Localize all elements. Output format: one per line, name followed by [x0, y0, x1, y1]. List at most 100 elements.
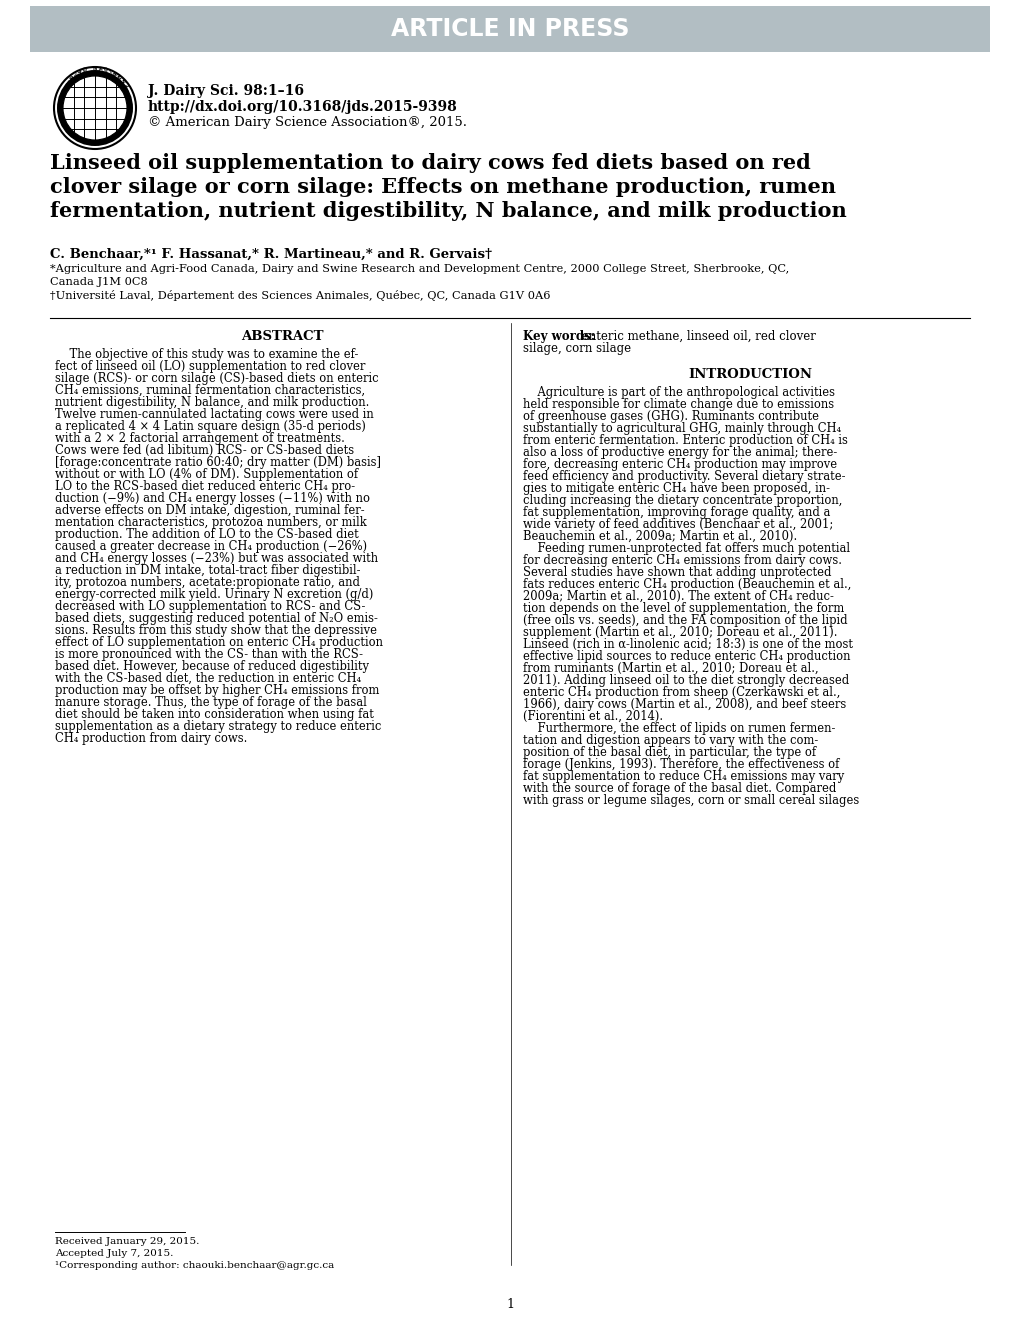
Text: with grass or legume silages, corn or small cereal silages: with grass or legume silages, corn or sm… [523, 795, 858, 807]
Text: substantially to agricultural GHG, mainly through CH₄: substantially to agricultural GHG, mainl… [523, 422, 841, 436]
Text: wide variety of feed additives (Benchaar et al., 2001;: wide variety of feed additives (Benchaar… [523, 517, 833, 531]
Text: R: R [67, 75, 73, 82]
Text: A: A [124, 83, 130, 90]
Text: tion depends on the level of supplementation, the form: tion depends on the level of supplementa… [523, 602, 844, 615]
Text: a reduction in DM intake, total-tract fiber digestibil-: a reduction in DM intake, total-tract fi… [55, 564, 360, 577]
Text: for decreasing enteric CH₄ emissions from dairy cows.: for decreasing enteric CH₄ emissions fro… [523, 554, 841, 568]
Text: Cows were fed (ad libitum) RCS- or CS-based diets: Cows were fed (ad libitum) RCS- or CS-ba… [55, 444, 354, 457]
Text: position of the basal diet, in particular, the type of: position of the basal diet, in particula… [523, 746, 815, 759]
Text: production may be offset by higher CH₄ emissions from: production may be offset by higher CH₄ e… [55, 684, 379, 697]
Text: and CH₄ energy losses (−23%) but was associated with: and CH₄ energy losses (−23%) but was ass… [55, 552, 378, 565]
Text: silage (RCS)- or corn silage (CS)-based diets on enteric: silage (RCS)- or corn silage (CS)-based … [55, 372, 378, 385]
Text: of greenhouse gases (GHG). Ruminants contribute: of greenhouse gases (GHG). Ruminants con… [523, 411, 818, 422]
Text: without or with LO (4% of DM). Supplementation of: without or with LO (4% of DM). Supplemen… [55, 469, 358, 480]
Text: from ruminants (Martin et al., 2010; Doreau et al.,: from ruminants (Martin et al., 2010; Dor… [523, 663, 818, 675]
Text: fat supplementation to reduce CH₄ emissions may vary: fat supplementation to reduce CH₄ emissi… [523, 770, 844, 783]
Text: Beauchemin et al., 2009a; Martin et al., 2010).: Beauchemin et al., 2009a; Martin et al.,… [523, 531, 797, 543]
Text: enteric CH₄ production from sheep (Czerkawski et al.,: enteric CH₄ production from sheep (Czerk… [523, 686, 840, 700]
Text: A: A [76, 70, 82, 75]
Text: Feeding rumen-unprotected fat offers much potential: Feeding rumen-unprotected fat offers muc… [523, 543, 849, 554]
Text: tation and digestion appears to vary with the com-: tation and digestion appears to vary wit… [523, 734, 817, 747]
Text: J. Dairy Sci. 98:1–16: J. Dairy Sci. 98:1–16 [148, 84, 304, 98]
Text: D: D [82, 67, 87, 74]
Bar [30, 7, 989, 51]
Text: production. The addition of LO to the CS-based diet: production. The addition of LO to the CS… [55, 528, 359, 541]
Text: Twelve rumen-cannulated lactating cows were used in: Twelve rumen-cannulated lactating cows w… [55, 408, 373, 421]
Text: Key words:: Key words: [523, 330, 594, 343]
Text: ABSTRACT: ABSTRACT [242, 330, 323, 343]
Text: R: R [113, 71, 118, 78]
Text: Canada J1M 0C8: Canada J1M 0C8 [50, 277, 148, 286]
Text: is more pronounced with the CS- than with the RCS-: is more pronounced with the CS- than wit… [55, 648, 363, 661]
Text: Accepted July 7, 2015.: Accepted July 7, 2015. [55, 1249, 173, 1258]
Text: fore, decreasing enteric CH₄ production may improve: fore, decreasing enteric CH₄ production … [523, 458, 837, 471]
Text: supplement (Martin et al., 2010; Doreau et al., 2011).: supplement (Martin et al., 2010; Doreau … [523, 626, 837, 639]
Text: based diet. However, because of reduced digestibility: based diet. However, because of reduced … [55, 660, 369, 673]
Text: sions. Results from this study show that the depressive: sions. Results from this study show that… [55, 624, 377, 638]
Text: N: N [93, 66, 97, 71]
Text: adverse effects on DM intake, digestion, ruminal fer-: adverse effects on DM intake, digestion,… [55, 504, 364, 517]
Text: 1: 1 [505, 1298, 514, 1311]
Text: from enteric fermentation. Enteric production of CH₄ is: from enteric fermentation. Enteric produ… [523, 434, 847, 447]
Text: with a 2 × 2 factorial arrangement of treatments.: with a 2 × 2 factorial arrangement of tr… [55, 432, 344, 445]
Text: ARTICLE IN PRESS: ARTICLE IN PRESS [390, 17, 629, 41]
Text: held responsible for climate change due to emissions: held responsible for climate change due … [523, 399, 834, 411]
Text: caused a greater decrease in CH₄ production (−26%): caused a greater decrease in CH₄ product… [55, 540, 367, 553]
Text: Agriculture is part of the anthropological activities: Agriculture is part of the anthropologic… [523, 385, 835, 399]
Text: C. Benchaar,*¹ F. Hassanat,* R. Martineau,* and R. Gervais†: C. Benchaar,*¹ F. Hassanat,* R. Martinea… [50, 248, 491, 261]
Text: Linseed (rich in α-linolenic acid; 18:3) is one of the most: Linseed (rich in α-linolenic acid; 18:3)… [523, 638, 852, 651]
Text: effective lipid sources to reduce enteric CH₄ production: effective lipid sources to reduce enteri… [523, 649, 850, 663]
Text: I: I [109, 70, 113, 75]
Text: *Agriculture and Agri-Food Canada, Dairy and Swine Research and Development Cent: *Agriculture and Agri-Food Canada, Dairy… [50, 264, 789, 275]
Text: I: I [72, 73, 76, 78]
Text: manure storage. Thus, the type of forage of the basal: manure storage. Thus, the type of forage… [55, 696, 367, 709]
Text: INTRODUCTION: INTRODUCTION [688, 368, 812, 381]
Text: ¹Corresponding author: chaouki.benchaar@agr.gc.ca: ¹Corresponding author: chaouki.benchaar@… [55, 1261, 334, 1270]
Text: fats reduces enteric CH₄ production (Beauchemin et al.,: fats reduces enteric CH₄ production (Bea… [523, 578, 851, 591]
Text: diet should be taken into consideration when using fat: diet should be taken into consideration … [55, 708, 374, 721]
Text: based diets, suggesting reduced potential of N₂O emis-: based diets, suggesting reduced potentia… [55, 612, 377, 624]
Text: nutrient digestibility, N balance, and milk production.: nutrient digestibility, N balance, and m… [55, 396, 369, 409]
Text: gies to mitigate enteric CH₄ have been proposed, in-: gies to mitigate enteric CH₄ have been p… [523, 482, 829, 495]
Text: Linseed oil supplementation to dairy cows fed diets based on red
clover silage o: Linseed oil supplementation to dairy cow… [50, 153, 846, 220]
Text: 1966), dairy cows (Martin et al., 2008), and beef steers: 1966), dairy cows (Martin et al., 2008),… [523, 698, 846, 711]
Text: Received January 29, 2015.: Received January 29, 2015. [55, 1237, 199, 1246]
Circle shape [63, 77, 127, 140]
Text: fat supplementation, improving forage quality, and a: fat supplementation, improving forage qu… [523, 506, 829, 519]
Text: CH₄ emissions, ruminal fermentation characteristics,: CH₄ emissions, ruminal fermentation char… [55, 384, 365, 397]
Text: [forage:concentrate ratio 60:40; dry matter (DM) basis]: [forage:concentrate ratio 60:40; dry mat… [55, 455, 381, 469]
Text: also a loss of productive energy for the animal; there-: also a loss of productive energy for the… [523, 446, 837, 459]
Text: enteric methane, linseed oil, red clover: enteric methane, linseed oil, red clover [578, 330, 815, 343]
Text: forage (Jenkins, 1993). Therefore, the effectiveness of: forage (Jenkins, 1993). Therefore, the e… [523, 758, 839, 771]
Text: 2011). Adding linseed oil to the diet strongly decreased: 2011). Adding linseed oil to the diet st… [523, 675, 849, 686]
Text: E: E [117, 75, 123, 81]
Text: (Fiorentini et al., 2014).: (Fiorentini et al., 2014). [523, 710, 662, 723]
Text: silage, corn silage: silage, corn silage [523, 342, 631, 355]
Text: Several studies have shown that adding unprotected: Several studies have shown that adding u… [523, 566, 830, 579]
Text: energy-corrected milk yield. Urinary N excretion (g/d): energy-corrected milk yield. Urinary N e… [55, 587, 373, 601]
Text: C: C [103, 67, 108, 74]
Text: M: M [120, 78, 127, 86]
Text: a replicated 4 × 4 Latin square design (35-d periods): a replicated 4 × 4 Latin square design (… [55, 420, 366, 433]
Text: feed efficiency and productivity. Several dietary strate-: feed efficiency and productivity. Severa… [523, 470, 845, 483]
Text: cluding increasing the dietary concentrate proportion,: cluding increasing the dietary concentra… [523, 494, 842, 507]
Text: http://dx.doi.org/10.3168/jds.2015-9398: http://dx.doi.org/10.3168/jds.2015-9398 [148, 100, 458, 114]
Text: Y: Y [63, 79, 69, 84]
Text: CH₄ production from dairy cows.: CH₄ production from dairy cows. [55, 733, 248, 744]
Text: supplementation as a dietary strategy to reduce enteric: supplementation as a dietary strategy to… [55, 719, 381, 733]
Circle shape [57, 70, 132, 147]
Text: decreased with LO supplementation to RCS- and CS-: decreased with LO supplementation to RCS… [55, 601, 365, 612]
Text: 2009a; Martin et al., 2010). The extent of CH₄ reduc-: 2009a; Martin et al., 2010). The extent … [523, 590, 834, 603]
Text: Furthermore, the effect of lipids on rumen fermen-: Furthermore, the effect of lipids on rum… [523, 722, 835, 735]
Text: A: A [98, 66, 103, 73]
Text: (free oils vs. seeds), and the FA composition of the lipid: (free oils vs. seeds), and the FA compos… [523, 614, 847, 627]
Text: © American Dairy Science Association®, 2015.: © American Dairy Science Association®, 2… [148, 116, 467, 129]
Text: with the source of forage of the basal diet. Compared: with the source of forage of the basal d… [523, 781, 836, 795]
Text: fect of linseed oil (LO) supplementation to red clover: fect of linseed oil (LO) supplementation… [55, 360, 365, 374]
Text: The objective of this study was to examine the ef-: The objective of this study was to exami… [55, 348, 358, 360]
Text: †Université Laval, Département des Sciences Animales, Québec, QC, Canada G1V 0A6: †Université Laval, Département des Scien… [50, 290, 550, 301]
Text: duction (−9%) and CH₄ energy losses (−11%) with no: duction (−9%) and CH₄ energy losses (−11… [55, 492, 370, 506]
Text: ity, protozoa numbers, acetate:propionate ratio, and: ity, protozoa numbers, acetate:propionat… [55, 576, 360, 589]
Text: with the CS-based diet, the reduction in enteric CH₄: with the CS-based diet, the reduction in… [55, 672, 361, 685]
Text: mentation characteristics, protozoa numbers, or milk: mentation characteristics, protozoa numb… [55, 516, 367, 529]
